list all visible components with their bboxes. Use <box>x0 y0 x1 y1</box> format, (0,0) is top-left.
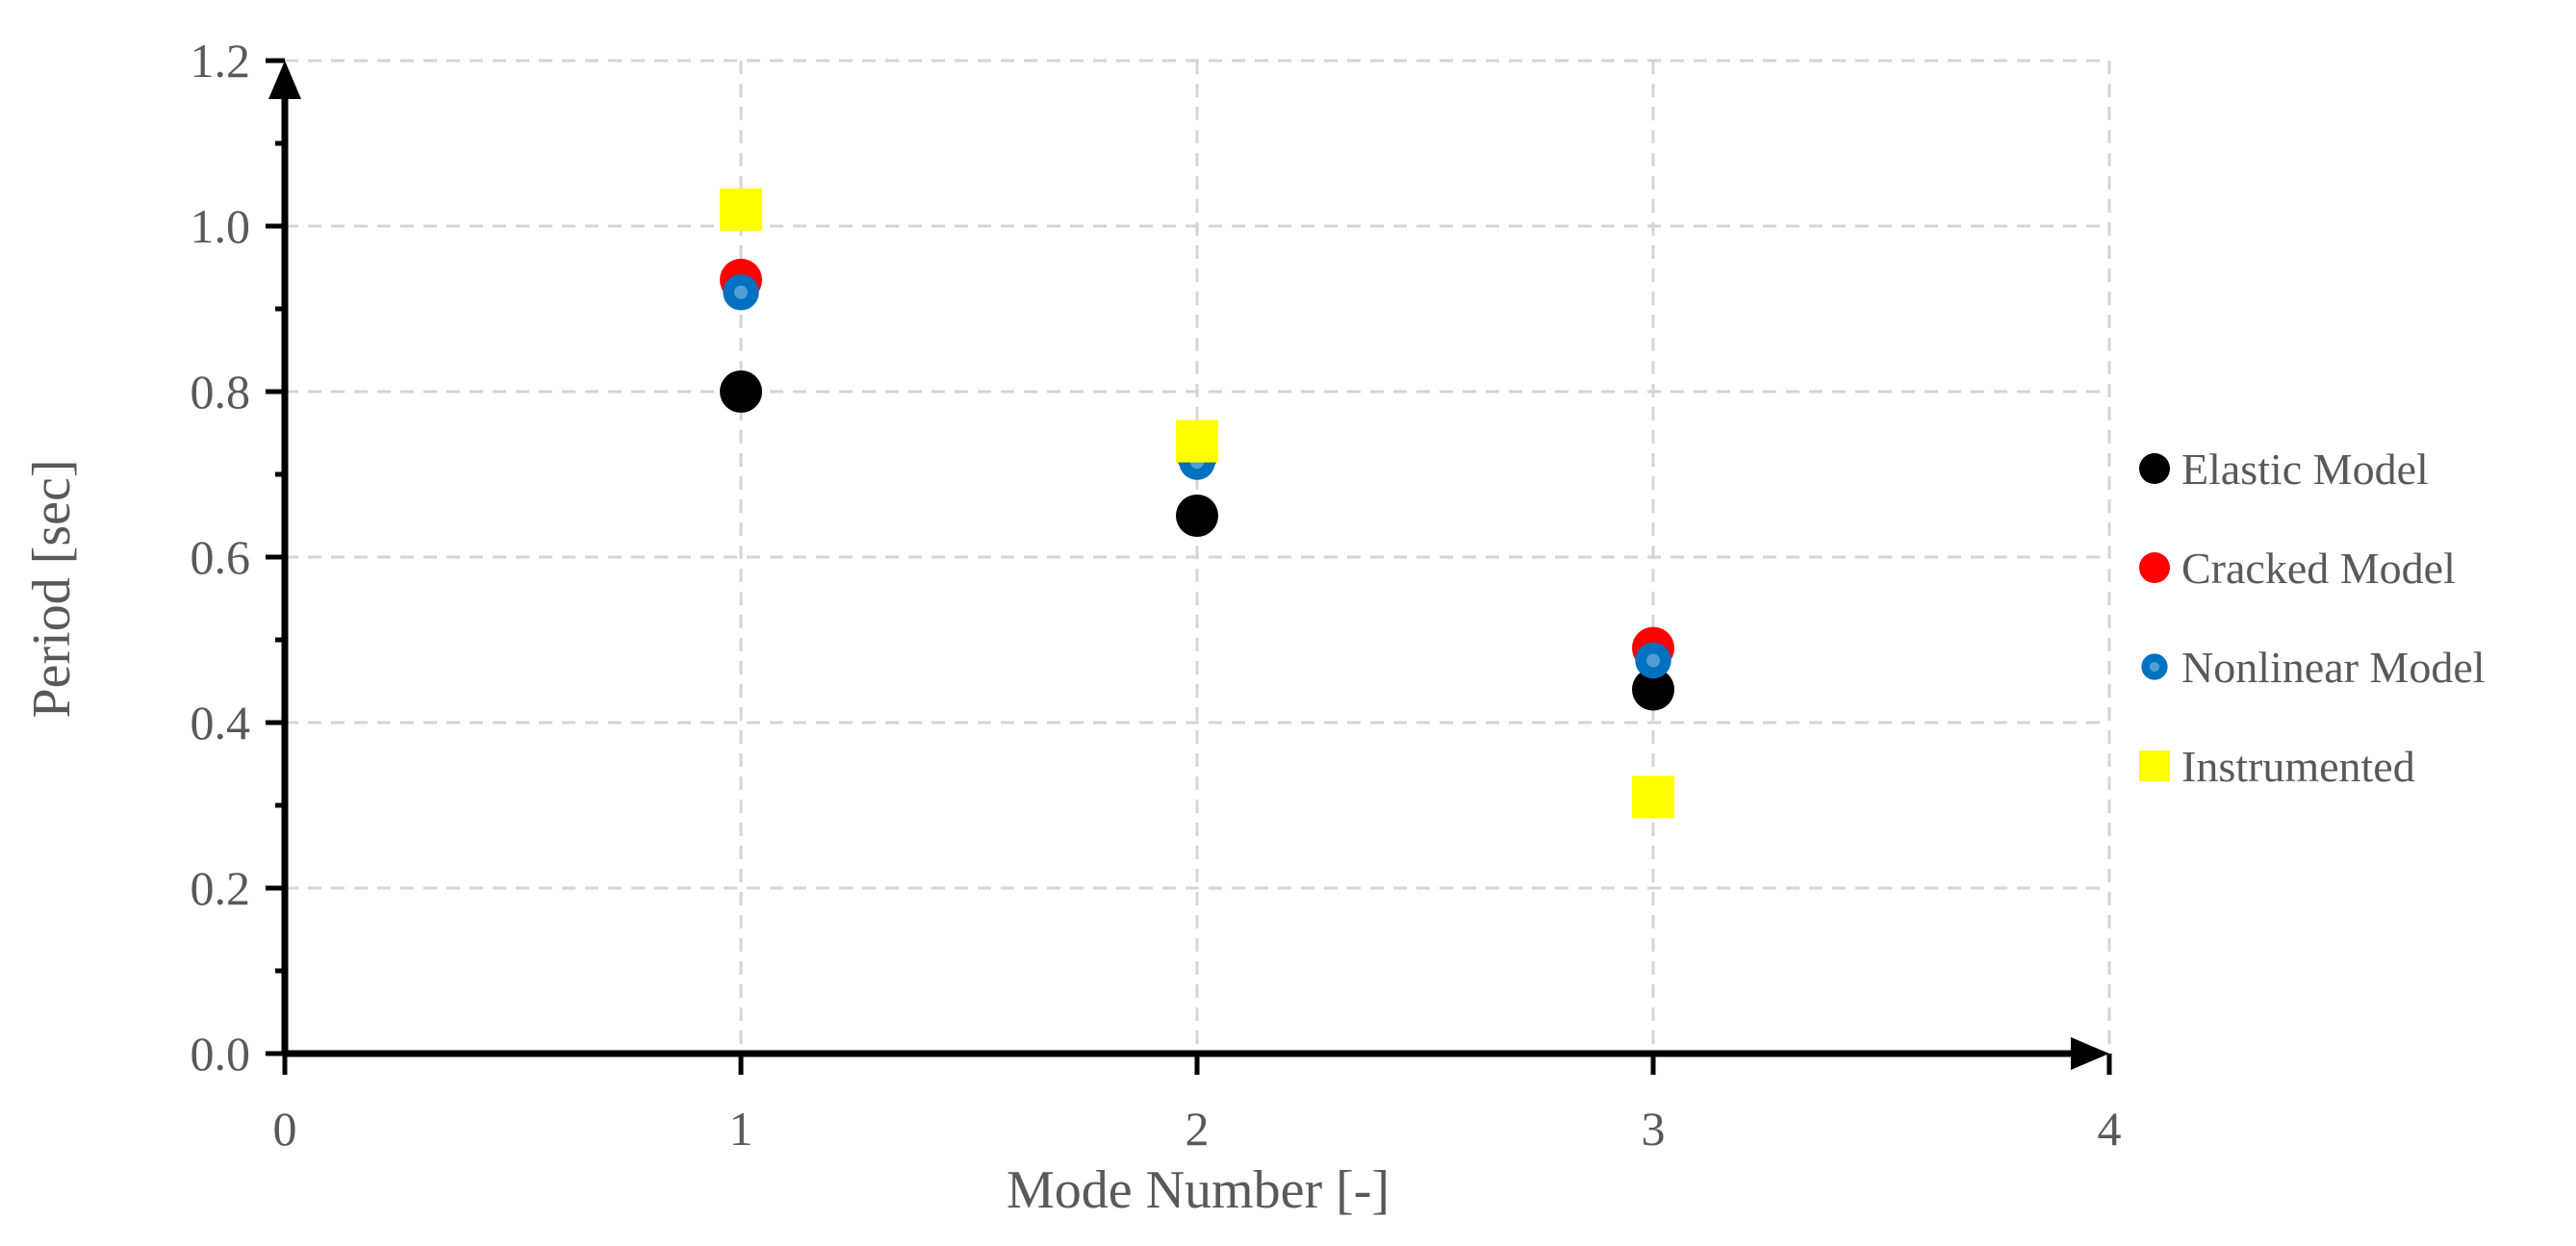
point-instrumented-2 <box>1176 420 1218 463</box>
tick-labels: 0.0 0.2 0.4 0.6 0.8 1.0 1.2 0 1 2 3 4 <box>191 34 2122 1156</box>
point-elastic-model-1 <box>720 370 762 413</box>
y-tick-label-6: 1.2 <box>191 34 251 88</box>
grid-lines <box>285 59 2111 1054</box>
y-axis-arrow <box>268 61 301 99</box>
point-instrumented-1 <box>720 188 762 231</box>
point-nonlinear-model-1-inner <box>733 285 749 299</box>
point-nonlinear-model-3 <box>1635 642 1671 679</box>
y-tick-label-1: 0.2 <box>191 861 251 915</box>
y-tick-label-4: 0.8 <box>191 365 251 419</box>
legend-item-elastic-model: Elastic Model <box>2139 445 2429 494</box>
legend-marker-instrumented <box>2139 750 2170 781</box>
point-nonlinear-model-1 <box>723 274 759 311</box>
y-tick-label-3: 0.6 <box>191 530 251 584</box>
legend: Elastic Model Cracked Model Nonlinear Mode… <box>2139 445 2486 791</box>
y-tick-label-2: 0.4 <box>191 696 251 750</box>
x-tick-label-0: 0 <box>273 1102 297 1156</box>
y-tick-label-0: 0.0 <box>191 1027 251 1081</box>
legend-label-elastic-model: Elastic Model <box>2181 445 2429 494</box>
point-elastic-model-2 <box>1176 495 1218 537</box>
x-tick-label-3: 3 <box>1642 1102 1666 1156</box>
axes <box>266 58 2112 1075</box>
x-axis-arrow <box>2071 1037 2109 1070</box>
point-instrumented-3 <box>1632 776 1674 819</box>
legend-item-instrumented: Instrumented <box>2139 742 2415 791</box>
legend-item-cracked-model: Cracked Model <box>2139 544 2456 593</box>
legend-marker-nonlinear-model-inner <box>2149 661 2160 673</box>
legend-label-instrumented: Instrumented <box>2181 742 2415 791</box>
legend-marker-cracked-model <box>2139 552 2170 583</box>
legend-marker-nonlinear-model <box>2141 653 2168 680</box>
legend-label-nonlinear-model: Nonlinear Model <box>2181 643 2486 692</box>
x-axis-title: Mode Number [-] <box>1007 1160 1390 1220</box>
x-tick-label-2: 2 <box>1186 1102 1210 1156</box>
data-marks <box>720 188 1674 819</box>
legend-marker-elastic-model <box>2139 453 2170 484</box>
y-tick-label-5: 1.0 <box>191 199 251 253</box>
y-axis-title: Period [sec] <box>22 459 82 718</box>
legend-label-cracked-model: Cracked Model <box>2181 544 2456 593</box>
legend-item-nonlinear-model: Nonlinear Model <box>2141 643 2486 692</box>
point-nonlinear-model-3-inner <box>1645 653 1661 668</box>
point-elastic-model-3 <box>1632 668 1674 711</box>
x-tick-label-4: 4 <box>2098 1102 2122 1156</box>
x-tick-label-1: 1 <box>729 1102 753 1156</box>
